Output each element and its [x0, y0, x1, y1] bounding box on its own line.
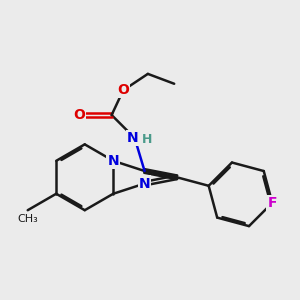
- Text: F: F: [268, 196, 277, 210]
- Text: O: O: [117, 83, 129, 97]
- Text: N: N: [139, 177, 150, 190]
- Text: N: N: [127, 131, 139, 145]
- Text: CH₃: CH₃: [17, 214, 38, 224]
- Text: O: O: [73, 108, 85, 122]
- Text: H: H: [142, 133, 152, 146]
- Text: N: N: [107, 154, 119, 168]
